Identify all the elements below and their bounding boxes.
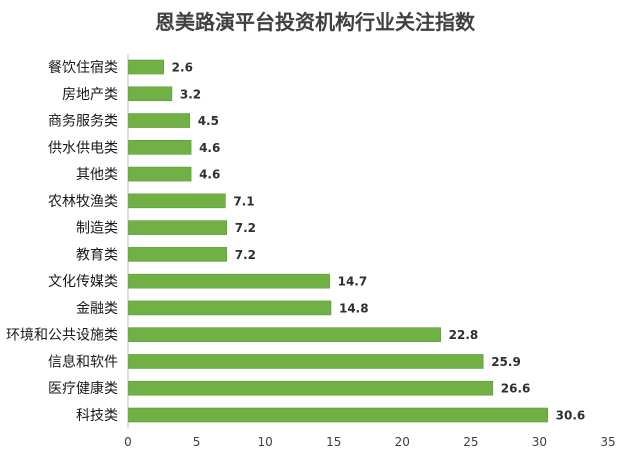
bar [128, 380, 494, 396]
bar [128, 247, 228, 262]
bar [128, 300, 332, 316]
value-label: 7.1 [233, 194, 254, 208]
bar [128, 86, 173, 102]
category-label: 环境和公共设施类 [6, 328, 118, 344]
bar [128, 140, 192, 155]
value-label: 4.6 [199, 168, 220, 182]
x-tick-label: 20 [395, 435, 410, 449]
value-label: 7.2 [235, 221, 256, 235]
value-label: 14.8 [339, 301, 369, 315]
value-label: 30.6 [556, 409, 586, 423]
category-label: 制造类 [76, 221, 118, 237]
value-label: 7.2 [235, 248, 256, 262]
value-label: 14.7 [338, 275, 368, 289]
bar [128, 220, 228, 235]
x-tick-label: 5 [193, 435, 201, 449]
value-labels-group: 2.6 3.2 4.5 4.6 4.6 7.1 7.2 7.2 14.7 14.8 22.8 25.9… [172, 61, 586, 423]
bar [128, 327, 441, 342]
bar [128, 59, 164, 75]
x-tick-label: 10 [258, 435, 273, 449]
bars-group [128, 59, 548, 423]
category-label: 医疗健康类 [48, 380, 118, 397]
category-label: 科技类 [76, 408, 118, 424]
value-label: 25.9 [491, 355, 521, 369]
x-tick-label: 0 [124, 435, 132, 449]
category-label: 房地产类 [62, 87, 118, 103]
category-label: 餐饮住宿类 [48, 59, 118, 76]
x-tick-label: 25 [463, 435, 478, 449]
x-tick-labels-group: 0 5 10 15 20 25 30 35 [124, 435, 615, 449]
category-label: 信息和软件 [48, 353, 118, 370]
category-label: 其他类 [76, 167, 118, 183]
chart-title: 恩美路演平台投资机构行业关注指数 [155, 10, 476, 34]
bar [128, 354, 484, 369]
bar [128, 273, 330, 289]
category-label: 供水供电类 [48, 140, 118, 156]
category-label: 教育类 [76, 247, 118, 263]
value-label: 3.2 [180, 87, 201, 101]
value-label: 4.6 [199, 141, 220, 155]
value-label: 4.5 [198, 114, 219, 128]
x-tick-label: 35 [600, 435, 615, 449]
x-tick-label: 15 [326, 435, 341, 449]
category-label: 文化传媒类 [48, 274, 118, 290]
bar [128, 113, 191, 128]
category-label: 商务服务类 [48, 114, 118, 130]
category-labels-group: 餐饮住宿类房地产类商务服务类供水供电类其他类农林牧渔类制造类教育类文化传媒类金融… [6, 59, 118, 424]
x-tick-label: 30 [532, 435, 547, 449]
bar [128, 166, 192, 182]
value-label: 22.8 [449, 328, 479, 342]
value-label: 26.6 [501, 382, 531, 396]
bar [128, 407, 548, 423]
category-label: 金融类 [76, 301, 118, 317]
bar [128, 193, 226, 209]
category-label: 农林牧渔类 [48, 194, 118, 210]
value-label: 2.6 [172, 61, 193, 75]
